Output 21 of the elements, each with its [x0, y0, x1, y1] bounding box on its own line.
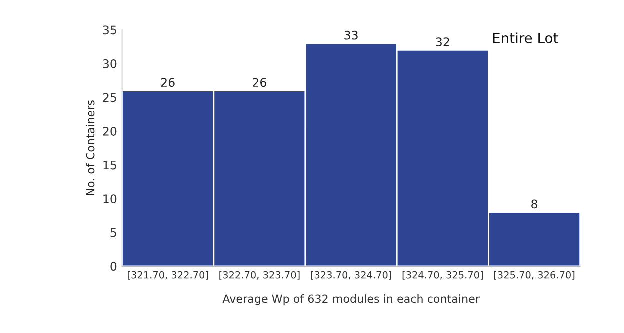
y-tick-label: 20 — [103, 127, 117, 136]
y-tick-label: 0 — [110, 262, 117, 272]
y-tick-label: 10 — [104, 194, 117, 204]
x-tick-label: [323.70, 324.70] — [311, 271, 392, 280]
x-axis-title: Average Wp of 632 modules in each container — [222, 294, 480, 306]
y-tick-label: 15 — [104, 160, 116, 170]
data-label: 32 — [436, 38, 450, 47]
y-tick-label: 30 — [103, 59, 117, 68]
y-tick-label: 5 — [110, 228, 116, 238]
data-label: 33 — [344, 30, 358, 40]
x-tick-label: [322.70, 323.70] — [220, 271, 300, 280]
y-axis-title: No. of Containers — [86, 100, 95, 196]
x-tick-label: [325.70, 326.70] — [494, 271, 575, 280]
y-tick-label: 35 — [103, 26, 116, 35]
data-label: 26 — [253, 78, 266, 88]
x-tick-label: [321.70, 322.70] — [128, 271, 208, 280]
x-tick-label: [324.70, 325.70] — [402, 271, 483, 280]
chart-title: Entire Lot — [493, 32, 558, 44]
data-label: 8 — [532, 200, 538, 209]
y-tick-label: 25 — [103, 93, 116, 102]
data-label: 26 — [161, 78, 175, 88]
